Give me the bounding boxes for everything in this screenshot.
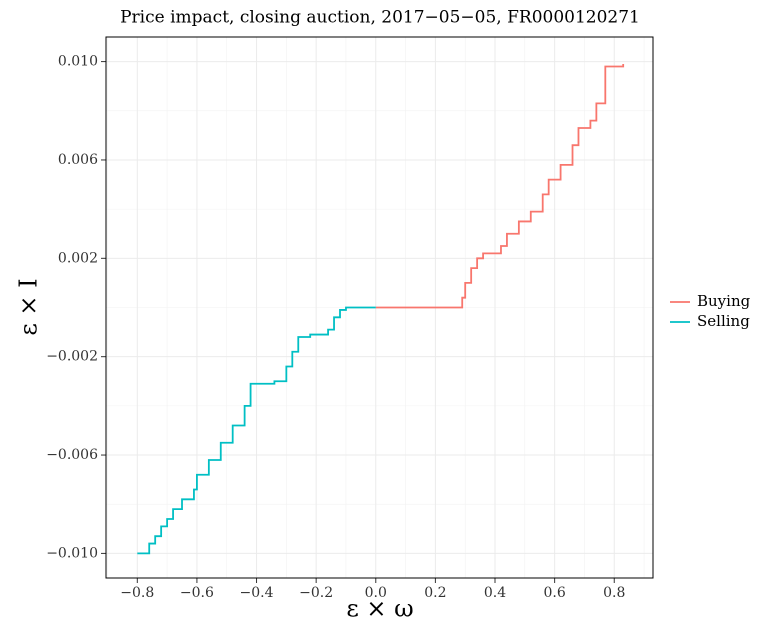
x-tick-label: 0.6 xyxy=(543,585,565,601)
chart-title: Price impact, closing auction, 2017−05−0… xyxy=(120,8,640,28)
y-tick-label: −0.010 xyxy=(46,545,98,561)
legend-label: Buying xyxy=(697,292,751,310)
x-tick-label: 0.0 xyxy=(365,585,387,601)
x-tick-label: −0.8 xyxy=(120,585,154,601)
x-tick-label: −0.6 xyxy=(180,585,214,601)
plot-border xyxy=(105,36,654,579)
y-axis-label: ε × I xyxy=(15,278,43,335)
y-tick-label: 0.010 xyxy=(58,54,98,70)
y-tick-label: −0.002 xyxy=(46,349,98,365)
x-axis-label: ε × ω xyxy=(346,595,413,623)
x-tick-label: 0.2 xyxy=(424,585,446,601)
y-tick-label: 0.002 xyxy=(58,250,98,266)
x-tick-label: 0.4 xyxy=(484,585,506,601)
series-line xyxy=(375,64,625,309)
legend-label: Selling xyxy=(697,312,750,330)
x-tick-label: −0.2 xyxy=(299,585,333,601)
y-tick-label: 0.006 xyxy=(58,152,98,168)
x-tick-label: 0.8 xyxy=(603,585,625,601)
x-tick-label: −0.4 xyxy=(240,585,274,601)
y-tick-label: −0.006 xyxy=(46,447,98,463)
series-line xyxy=(137,306,376,555)
